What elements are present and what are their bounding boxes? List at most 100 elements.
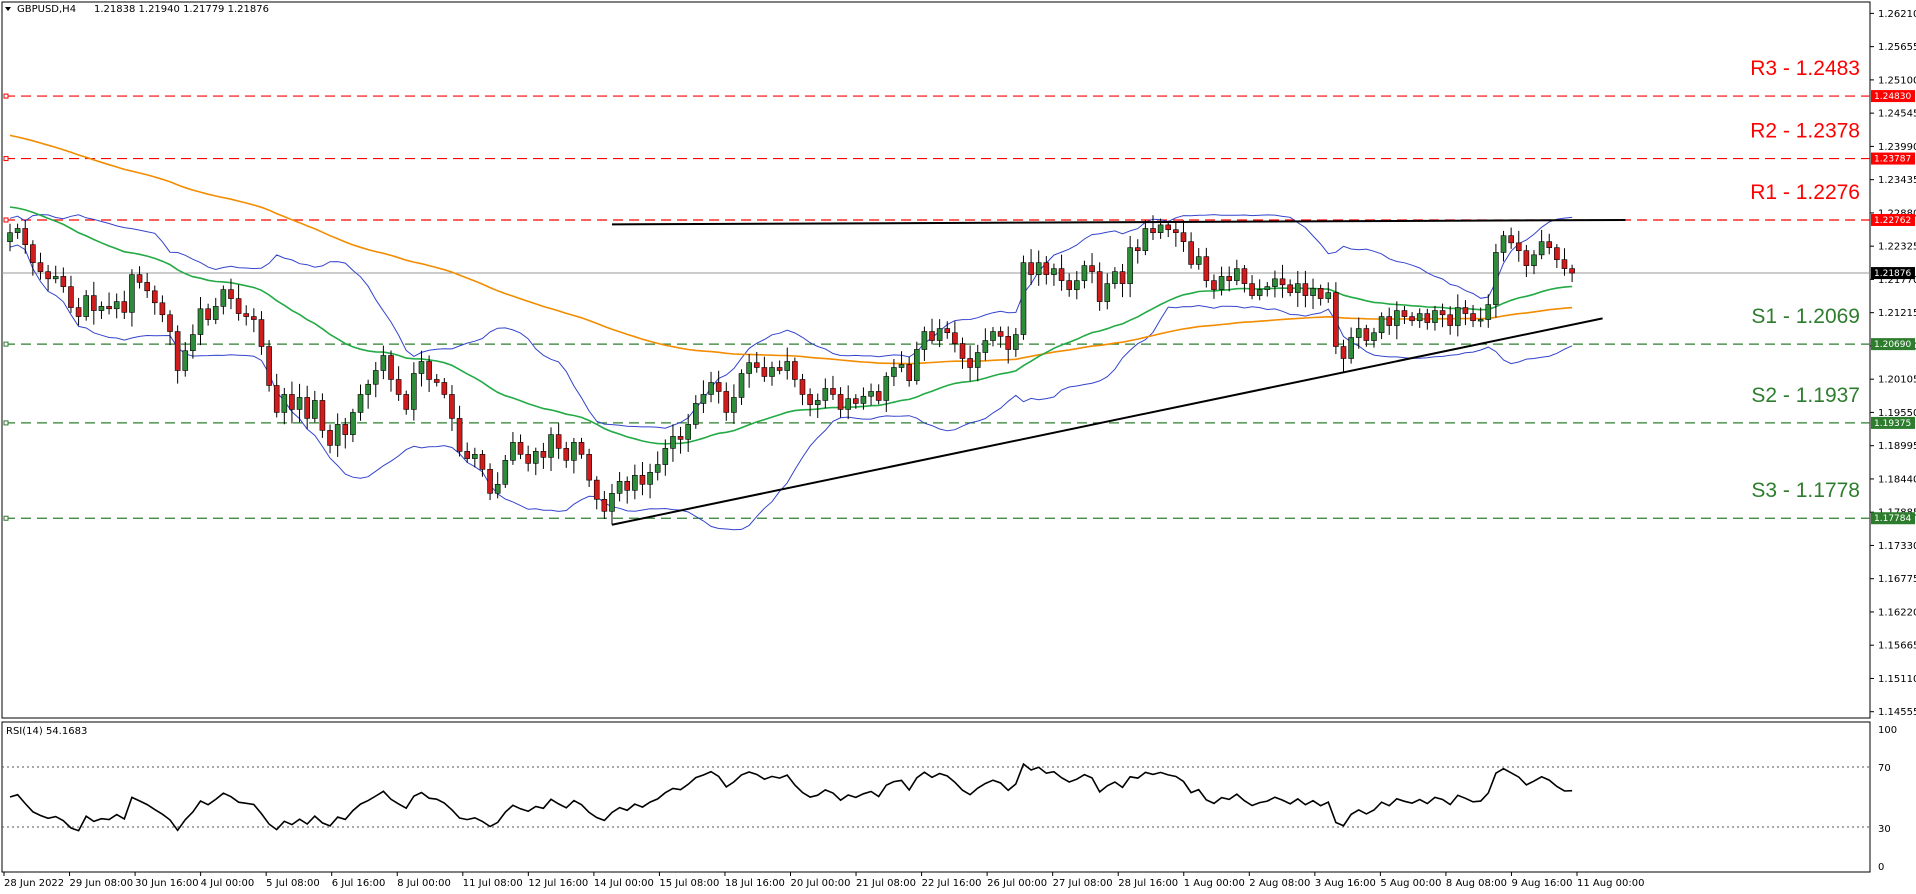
bear-candle (1569, 268, 1575, 274)
time-tick-label: 22 Jul 16:00 (922, 878, 982, 889)
bull-candle (1142, 228, 1149, 251)
time-tick-label: 18 Jul 16:00 (725, 878, 785, 889)
chart-menu-icon[interactable] (5, 7, 11, 11)
bull-candle (1355, 328, 1362, 338)
bull-candle (1218, 276, 1225, 290)
time-axis: 28 Jun 2022 29 Jun 08:00 30 Jun 16:00 4 Jul… (3, 872, 1644, 889)
bear-candle (1028, 262, 1034, 275)
bull-candle (98, 306, 105, 311)
bear-candle (60, 276, 67, 287)
bull-candle (281, 394, 288, 413)
bull-candle (350, 412, 356, 435)
bull-candle (1256, 289, 1263, 296)
bear-candle (875, 391, 882, 401)
price-tick-label: 1.18995 (1878, 441, 1916, 452)
bear-candle (830, 388, 836, 395)
bear-candle (1515, 242, 1522, 251)
bull-candle (1348, 337, 1354, 359)
bull-candle (1493, 252, 1499, 305)
bull-candle (1378, 316, 1385, 334)
bear-candle (266, 346, 272, 386)
bear-candle (121, 301, 128, 313)
bull-candle (571, 442, 577, 461)
time-tick-label: 26 Jul 00:00 (987, 878, 1047, 889)
bear-candle (1119, 271, 1126, 284)
bear-candle (1226, 276, 1232, 281)
bear-candle (327, 430, 333, 446)
ascending-trendline[interactable] (611, 317, 1603, 526)
bear-candle (853, 398, 859, 404)
bear-candle (586, 454, 592, 481)
price-tick-label: 1.19550 (1878, 408, 1916, 419)
time-tick-label: 8 Jul 00:00 (397, 878, 451, 889)
bear-candle (205, 308, 211, 320)
price-tick-label: 1.21215 (1878, 308, 1916, 319)
bull-candle (502, 460, 509, 485)
bull-candle (1455, 307, 1461, 326)
bear-candle (1447, 314, 1453, 326)
time-tick-label: 30 Jun 16:00 (135, 878, 199, 889)
bull-candle (334, 424, 341, 446)
bull-candle (982, 340, 989, 353)
bear-candle (45, 271, 51, 280)
bear-candle (1333, 292, 1339, 347)
level-labels: R3 - 1.2483 R2 - 1.2378 R1 - 1.2276 S1 - 1.… (1750, 57, 1860, 502)
price-tick-label: 1.26210 (1878, 9, 1916, 20)
bear-candle (715, 382, 722, 392)
bear-candle (1302, 283, 1309, 296)
rsi-panel-frame (1, 721, 1871, 873)
bear-candle (1066, 280, 1072, 290)
bear-candle (1554, 247, 1560, 260)
bull-candle (1500, 235, 1507, 253)
support-level-label: S2 - 1.1937 (1751, 384, 1860, 407)
bear-candle (258, 319, 265, 347)
bear-candle (1180, 232, 1187, 242)
bear-candle (167, 314, 173, 332)
bull-candle (1234, 268, 1240, 281)
level-anchor-handle[interactable] (3, 217, 9, 223)
bear-candle (273, 385, 280, 413)
time-tick-label: 5 Jul 08:00 (266, 878, 320, 889)
bull-candle (1127, 247, 1133, 284)
time-tick-label: 1 Aug 00:00 (1184, 878, 1245, 889)
price-tag-label: 1.23787 (1874, 155, 1911, 165)
bull-candle (632, 475, 638, 491)
bull-candle (784, 361, 791, 371)
level-anchor-handle[interactable] (3, 341, 9, 347)
bull-candle (1081, 265, 1088, 281)
time-tick-label: 8 Aug 08:00 (1446, 878, 1507, 889)
level-anchor-handle[interactable] (3, 515, 9, 521)
bull-candle (532, 451, 539, 464)
bear-candle (319, 400, 326, 431)
price-tag-box (1871, 338, 1915, 351)
time-tick-label: 9 Aug 16:00 (1511, 878, 1572, 889)
symbol-label: GBPUSD,H4 (17, 4, 76, 15)
bull-candle (746, 362, 752, 374)
level-anchor-handle[interactable] (3, 93, 9, 99)
bear-candle (1211, 280, 1217, 290)
bull-candle (1325, 292, 1332, 299)
bull-candle (692, 403, 699, 425)
bear-candle (289, 394, 295, 410)
bull-candle (190, 334, 196, 352)
bull-candle (510, 442, 516, 461)
bull-candle (472, 454, 478, 459)
bull-candle (1195, 256, 1202, 265)
bull-candle (357, 394, 364, 413)
bear-candle (251, 316, 257, 320)
bull-candle (129, 274, 135, 313)
horizontal-resistance-line[interactable] (611, 218, 1626, 226)
bear-candle (37, 262, 44, 272)
bull-candle (1477, 319, 1484, 322)
bull-candle (913, 349, 920, 381)
bull-candle (372, 370, 379, 385)
level-anchor-handle[interactable] (3, 420, 9, 426)
bear-candle (1317, 288, 1324, 299)
bull-candle (1035, 262, 1042, 275)
bollinger-upper-band (9, 214, 1573, 429)
rsi-tick-100: 100 (1878, 725, 1897, 736)
time-tick-label: 12 Jul 16:00 (528, 878, 588, 889)
level-anchor-handle[interactable] (3, 156, 9, 162)
time-tick-label: 6 Jul 16:00 (332, 878, 386, 889)
